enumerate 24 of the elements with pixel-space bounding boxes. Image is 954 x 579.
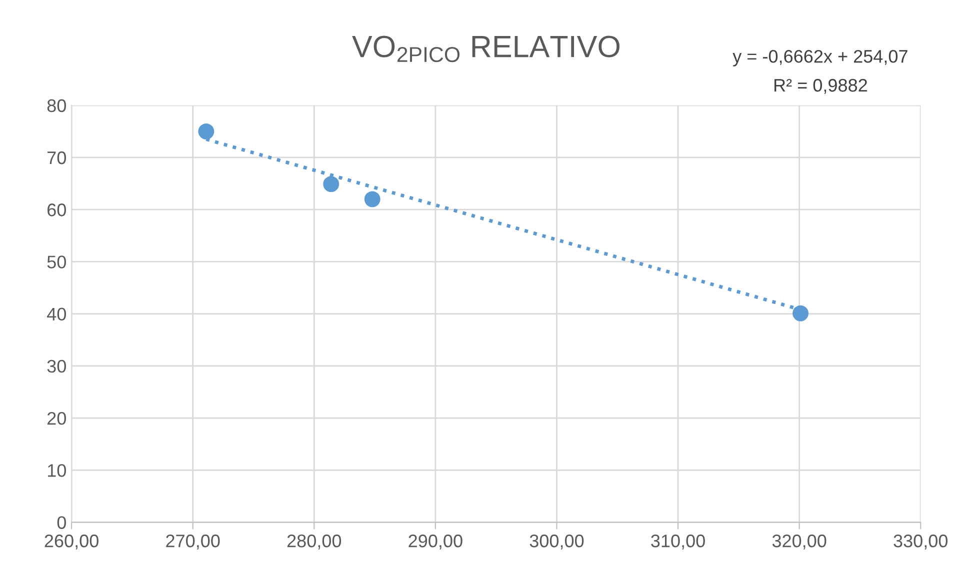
chart-title: VO$_{2PICO}$ RELATIVO xyxy=(352,36,620,62)
y-tick-label: 40 xyxy=(47,308,66,321)
x-tick-label: 300,00 xyxy=(530,534,584,550)
y-tick-label: 0 xyxy=(57,516,66,529)
x-tick-label: 290,00 xyxy=(408,534,462,550)
x-tick-label: 280,00 xyxy=(287,534,342,550)
x-tick-label: 320,00 xyxy=(772,534,826,550)
y-tick-label: 10 xyxy=(48,464,66,477)
point xyxy=(198,123,214,140)
point xyxy=(364,191,380,208)
point xyxy=(323,176,340,192)
x-tick-label: 330,00 xyxy=(894,534,948,550)
y-tick-label: 50 xyxy=(47,256,66,268)
text: y = -0,6662x + 254,07 xyxy=(732,50,908,66)
text: R² = 0,9882 xyxy=(774,78,867,94)
y-tick-label: 80 xyxy=(47,99,66,112)
y-tick-label: 60 xyxy=(48,204,66,216)
x-tick-label: 260,00 xyxy=(44,534,98,550)
y-tick-label: 70 xyxy=(48,151,66,164)
point xyxy=(792,305,809,322)
y-tick-label: 30 xyxy=(47,360,66,373)
x-tick-label: 270,00 xyxy=(166,534,220,550)
y-tick-label: 20 xyxy=(48,412,66,425)
x-tick-label: 310,00 xyxy=(651,534,705,550)
